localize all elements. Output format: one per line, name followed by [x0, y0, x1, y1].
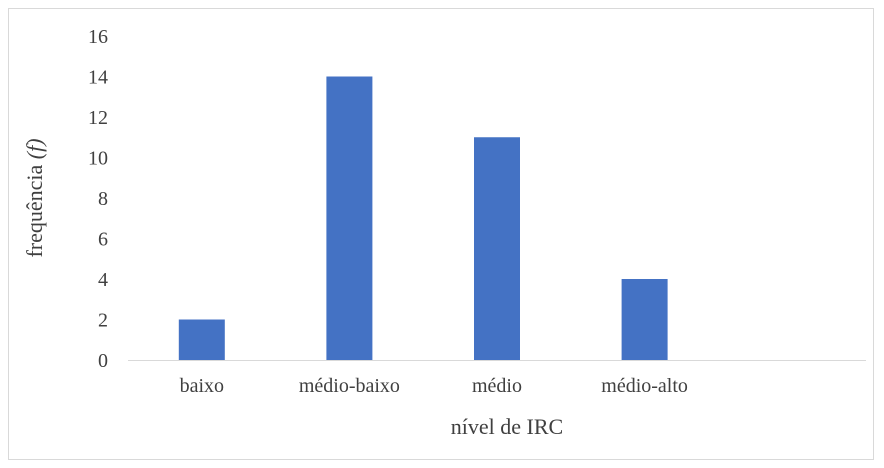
y-tick-label: 4 — [98, 269, 108, 291]
x-tick-label: médio-baixo — [299, 375, 400, 397]
chart-frame — [8, 8, 874, 460]
y-axis-title-text: frequência — [22, 164, 47, 257]
y-tick-label: 12 — [88, 107, 108, 129]
bars — [178, 76, 668, 360]
y-axis-title: frequência (f) — [22, 138, 47, 257]
bar — [621, 279, 668, 360]
x-tick-label: médio-alto — [601, 375, 688, 397]
y-tick-label: 2 — [98, 310, 108, 332]
x-axis-ticks: baixo médio-baixo médio médio-alto — [180, 375, 688, 397]
y-tick-label: 14 — [88, 67, 108, 89]
x-axis-title: nível de IRC — [451, 414, 563, 439]
y-tick-label: 0 — [98, 350, 108, 372]
bar — [474, 137, 520, 360]
y-tick-label: 6 — [98, 229, 108, 251]
bar — [178, 319, 225, 360]
y-axis-ticks: 0 2 4 6 8 10 12 14 16 — [88, 26, 108, 372]
x-tick-label: médio — [472, 375, 522, 397]
y-tick-label: 10 — [88, 148, 108, 170]
y-tick-label: 16 — [88, 26, 108, 48]
x-tick-label: baixo — [180, 375, 224, 397]
y-axis-title-symbol: (f) — [22, 138, 47, 159]
y-tick-label: 8 — [98, 188, 108, 210]
bar — [326, 76, 373, 360]
